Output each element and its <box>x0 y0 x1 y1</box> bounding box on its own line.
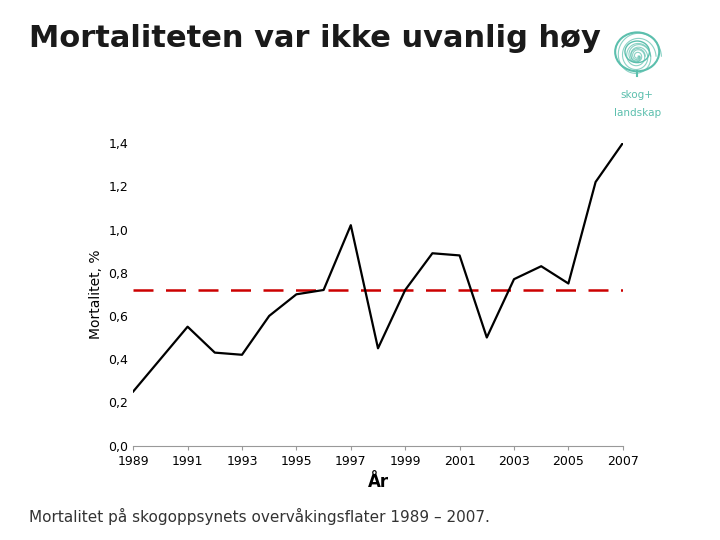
Y-axis label: Mortalitet, %: Mortalitet, % <box>89 249 103 339</box>
Text: skog+: skog+ <box>621 90 654 100</box>
Text: Mortalitet på skogoppsynets overvåkingsflater 1989 – 2007.: Mortalitet på skogoppsynets overvåkingsf… <box>29 508 490 525</box>
X-axis label: År: År <box>367 473 389 491</box>
Text: Mortaliteten var ikke uvanlig høy: Mortaliteten var ikke uvanlig høy <box>29 24 600 53</box>
Text: landskap: landskap <box>613 109 661 118</box>
